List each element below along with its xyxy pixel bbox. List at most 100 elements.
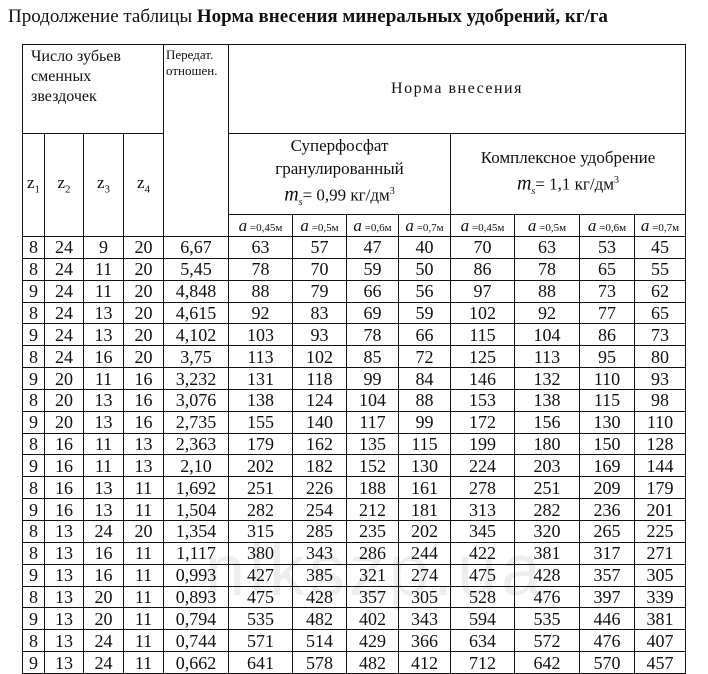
table-cell: 20 — [123, 323, 164, 347]
table-cell: 24 — [44, 345, 84, 369]
table-row: 9 13 16 11 0,993 427 385 321 274 475 428 357 305 — [22, 563, 686, 587]
table-cell: 278 — [450, 476, 515, 500]
table-cell: 412 — [398, 651, 451, 674]
table-cell: 397 — [579, 585, 635, 609]
table-cell: 13 — [83, 410, 124, 434]
table-cell: 146 — [450, 367, 515, 390]
table-cell: 13 — [44, 651, 84, 674]
table-cell: 78 — [346, 323, 399, 347]
table-row: 8 20 13 16 3,076 138 124 104 88 153 138 115 98 — [22, 388, 686, 412]
table-cell: 73 — [634, 323, 686, 347]
table-cell: 188 — [346, 476, 399, 500]
table-cell: 482 — [346, 651, 399, 674]
table-cell: 93 — [292, 323, 347, 347]
table-cell: 0,993 — [163, 563, 229, 587]
table-cell: 457 — [634, 651, 686, 674]
table-cell: 92 — [514, 301, 580, 325]
superphosphate-density: ms= 0,99 кг/дм3 — [284, 183, 395, 209]
table-cell: 57 — [292, 236, 347, 259]
table-row: 8 16 11 13 2,363 179 162 135 115 199 180 150 128 — [22, 432, 686, 456]
table-cell: 225 — [634, 520, 686, 543]
table-cell: 321 — [346, 563, 399, 587]
table-cell: 79 — [292, 279, 347, 303]
table-cell: 317 — [579, 541, 635, 565]
table-cell: 16 — [123, 410, 164, 434]
table-cell: 407 — [634, 629, 686, 653]
table-cell: 80 — [634, 345, 686, 369]
table-cell: 128 — [634, 432, 686, 456]
table-cell: 66 — [398, 323, 451, 347]
table-cell: 16 — [44, 476, 84, 500]
table-cell: 56 — [398, 279, 451, 303]
table-cell: 203 — [514, 454, 580, 478]
table-cell: 381 — [514, 541, 580, 565]
table-cell: 366 — [398, 629, 451, 653]
table-cell: 138 — [228, 388, 293, 412]
table-cell: 343 — [398, 607, 451, 631]
table-cell: 9 — [22, 563, 45, 587]
table-cell: 13 — [44, 520, 84, 543]
table-cell: 642 — [514, 651, 580, 674]
table-cell: 8 — [22, 520, 45, 543]
complex-fertilizer-header: Комплексное удобрение ms= 1,1 кг/дм3 — [450, 132, 686, 216]
table-row: 9 20 13 16 2,735 155 140 117 99 172 156 130 110 — [22, 410, 686, 434]
table-cell: 86 — [450, 257, 515, 281]
table-cell: 428 — [514, 563, 580, 587]
table-cell: 282 — [514, 498, 580, 522]
table-cell: 11 — [123, 607, 164, 631]
table-cell: 78 — [228, 257, 293, 281]
table-cell: 202 — [398, 520, 451, 543]
table-cell: 135 — [346, 432, 399, 456]
table-cell: 50 — [398, 257, 451, 281]
table-cell: 102 — [450, 301, 515, 325]
table-cell: 13 — [123, 454, 164, 478]
table-cell: 20 — [44, 367, 84, 390]
table-cell: 3,232 — [163, 367, 229, 390]
table-row: 9 20 11 16 3,232 131 118 99 84 146 132 110 93 — [22, 367, 686, 390]
table-cell: 1,354 — [163, 520, 229, 543]
teeth-header: Число зубьев сменных звездочек — [22, 44, 164, 134]
table-cell: 77 — [579, 301, 635, 325]
table-cell: 95 — [579, 345, 635, 369]
table-cell: 24 — [44, 279, 84, 303]
table-row: 9 24 13 20 4,102 103 93 78 66 115 104 86 73 — [22, 323, 686, 347]
table-cell: 113 — [228, 345, 293, 369]
table-cell: 3,076 — [163, 388, 229, 412]
table-cell: 20 — [83, 607, 124, 631]
table-cell: 578 — [292, 651, 347, 674]
table-cell: 11 — [123, 651, 164, 674]
table-cell: 286 — [346, 541, 399, 565]
table-cell: 8 — [22, 541, 45, 565]
table-cell: 476 — [579, 629, 635, 653]
table-cell: 182 — [292, 454, 347, 478]
table-cell: 155 — [228, 410, 293, 434]
table-cell: 16 — [83, 563, 124, 587]
table-cell: 13 — [44, 607, 84, 631]
table-cell: 179 — [634, 476, 686, 500]
table-cell: 2,363 — [163, 432, 229, 456]
table-cell: 0,794 — [163, 607, 229, 631]
caption-title: Норма внесения минеральных удобрений, кг… — [196, 6, 608, 27]
superphosphate-header: Суперфосфат гранулированный ms= 0,99 кг/… — [228, 132, 451, 216]
table-cell: 63 — [228, 236, 293, 259]
table-cell: 8 — [22, 301, 45, 325]
table-cell: 9 — [22, 651, 45, 674]
table-cell: 130 — [579, 410, 635, 434]
table-cell: 13 — [83, 388, 124, 412]
table-cell: 1,504 — [163, 498, 229, 522]
row-spacing-header: a =0,7м — [634, 214, 686, 238]
table-cell: 144 — [634, 454, 686, 478]
table-cell: 65 — [579, 257, 635, 281]
table-cell: 117 — [346, 410, 399, 434]
table-cell: 8 — [22, 629, 45, 653]
table-cell: 55 — [634, 257, 686, 281]
table-cell: 244 — [398, 541, 451, 565]
row-spacing-header: a =0,6м — [579, 214, 635, 238]
table-cell: 115 — [579, 388, 635, 412]
table-cell: 104 — [514, 323, 580, 347]
table-cell: 641 — [228, 651, 293, 674]
table-cell: 16 — [44, 454, 84, 478]
table-cell: 4,848 — [163, 279, 229, 303]
table-cell: 115 — [398, 432, 451, 456]
z1-header: z1 — [22, 132, 45, 238]
